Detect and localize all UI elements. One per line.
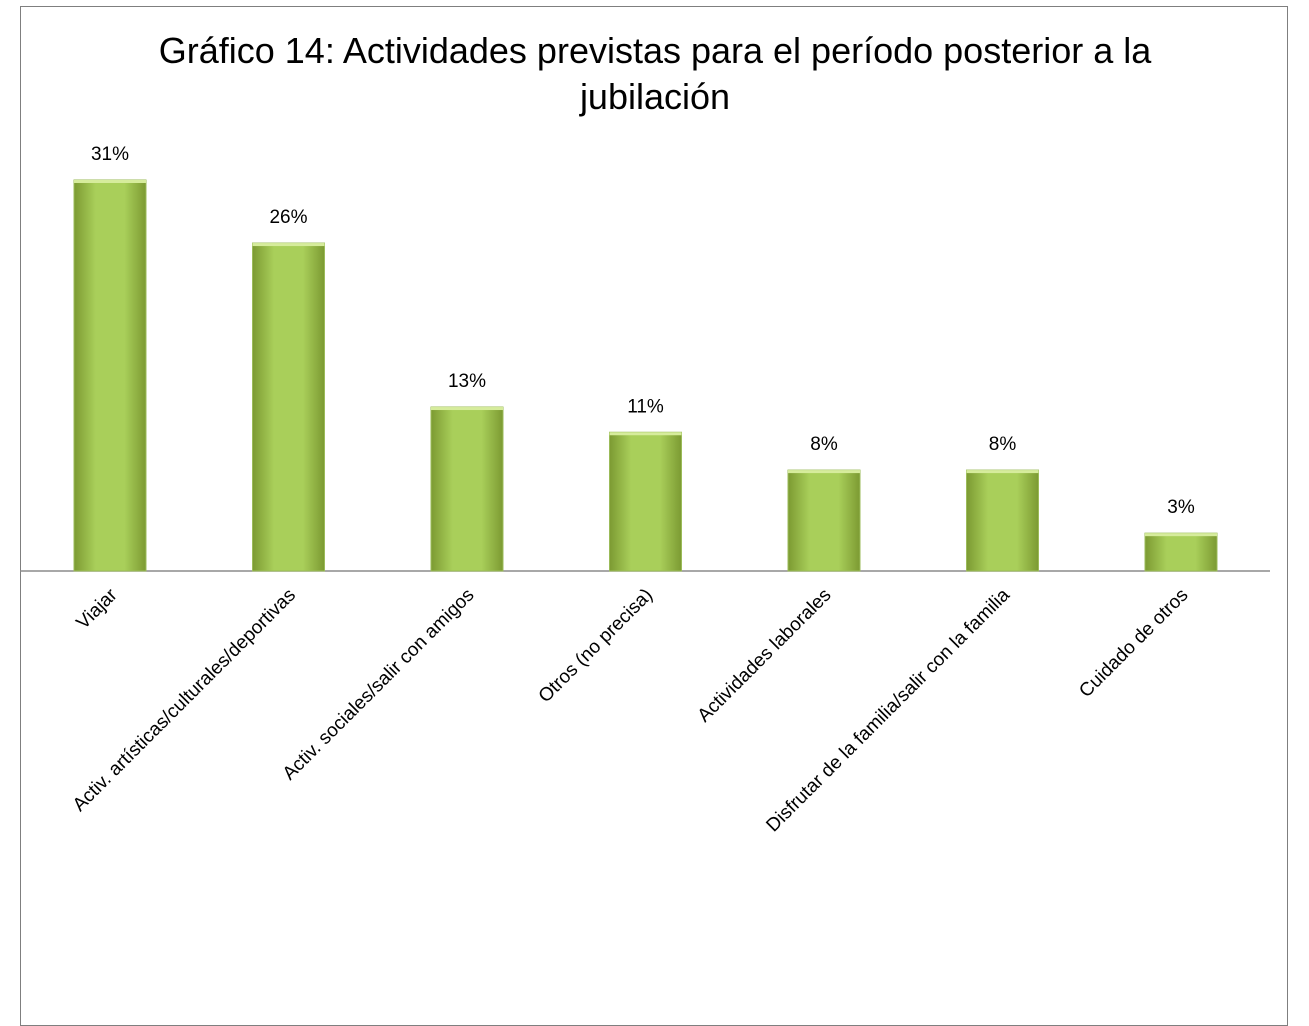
bar-highlight (788, 470, 860, 474)
bar-highlight (1145, 533, 1217, 537)
bar (787, 469, 861, 572)
bar-highlight (431, 407, 503, 411)
bar (252, 242, 325, 572)
bar (966, 469, 1039, 572)
bar (609, 431, 682, 572)
bar (73, 179, 147, 572)
data-label: 3% (1167, 497, 1195, 518)
bar (1144, 532, 1218, 572)
x-tick-label: Cuidado de otros (1075, 585, 1192, 702)
x-tick-label: Actividades laborales (694, 585, 836, 727)
data-label: 11% (627, 396, 664, 417)
x-tick-label: Otros (no precisa) (535, 585, 657, 707)
x-tick-label: Activ. artísticas/culturales/deportivas (69, 585, 300, 816)
bar-highlight (252, 243, 325, 247)
chart-title: Gráfico 14: Actividades previstas para e… (158, 30, 1152, 117)
data-label: 8% (810, 434, 838, 455)
x-tick-label: Activ. sociales/salir con amigos (279, 585, 479, 785)
data-label: 8% (989, 434, 1017, 455)
bar-highlight (966, 470, 1039, 474)
bar-highlight (609, 432, 682, 436)
bar-highlight (74, 180, 146, 183)
x-tick-label: Viajar (73, 584, 122, 633)
data-label: 13% (448, 371, 486, 392)
data-label: 31% (91, 144, 129, 165)
data-label: 26% (269, 207, 307, 228)
bar (430, 406, 504, 572)
